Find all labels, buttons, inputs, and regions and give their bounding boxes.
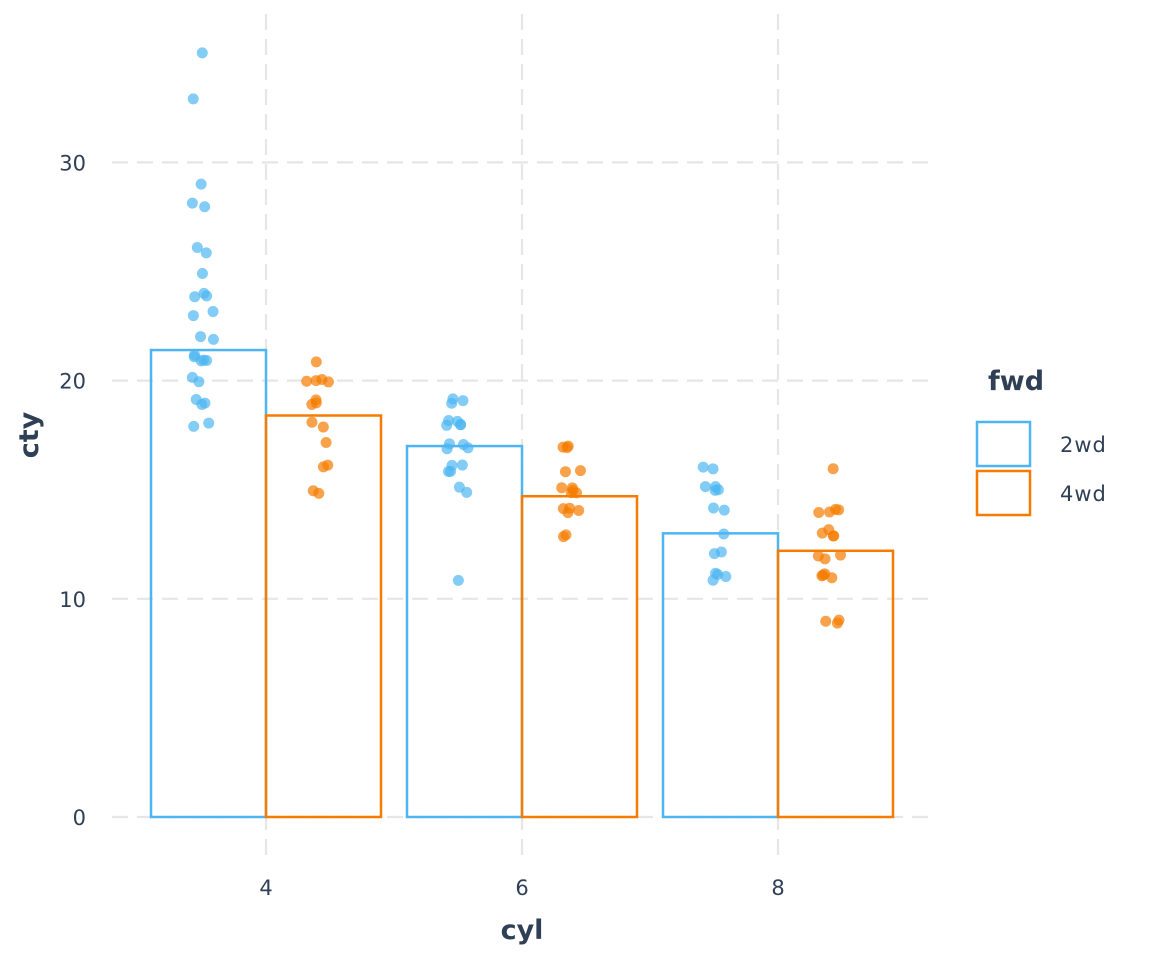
point-4wd-cyl-6-13	[557, 503, 569, 515]
point-2wd-cyl-8-10	[715, 546, 727, 558]
point-4wd-cyl-8-18	[833, 614, 845, 626]
point-2wd-cyl-4-6	[200, 247, 212, 259]
point-4wd-cyl-4-14	[307, 485, 319, 497]
point-4wd-cyl-8-8	[816, 527, 828, 539]
point-2wd-cyl-8-1	[707, 463, 719, 475]
point-2wd-cyl-6-11	[457, 439, 469, 451]
point-2wd-cyl-4-25	[203, 417, 215, 429]
point-4wd-cyl-4-10	[320, 436, 332, 448]
bar-4wd-cyl-6	[520, 494, 639, 819]
x-tick-label-4: 4	[259, 876, 272, 900]
point-4wd-cyl-4-12	[317, 461, 329, 473]
point-4wd-cyl-8-3	[833, 504, 845, 516]
point-4wd-cyl-4-7	[306, 398, 318, 410]
point-4wd-cyl-8-7	[828, 530, 840, 542]
point-4wd-cyl-6-3	[574, 465, 586, 477]
legend-label-4wd: 4wd	[1060, 482, 1107, 506]
y-tick-label-20: 20	[59, 370, 86, 394]
point-2wd-cyl-8-5	[712, 484, 724, 496]
legend-key-2wd	[975, 420, 1032, 468]
point-2wd-cyl-4-1	[187, 93, 199, 105]
point-2wd-cyl-4-21	[186, 371, 198, 383]
point-2wd-cyl-8-13	[707, 574, 719, 586]
legend: fwd 2wd 4wd	[975, 366, 1107, 517]
x-axis-title: cyl	[501, 915, 544, 946]
point-2wd-cyl-4-2	[195, 178, 207, 190]
point-4wd-cyl-4-0	[310, 356, 322, 368]
point-2wd-cyl-4-10	[189, 291, 201, 303]
point-2wd-cyl-4-19	[188, 351, 200, 363]
point-2wd-cyl-6-18	[452, 574, 464, 586]
point-4wd-cyl-6-15	[560, 529, 572, 541]
point-2wd-cyl-6-2	[447, 393, 459, 405]
point-2wd-cyl-4-5	[191, 242, 203, 254]
point-2wd-cyl-6-5	[443, 414, 455, 426]
y-tick-label-10: 10	[59, 588, 86, 612]
legend-label-2wd: 2wd	[1060, 433, 1107, 457]
point-2wd-cyl-4-13	[207, 333, 219, 345]
point-2wd-cyl-8-14	[720, 571, 732, 583]
tick-labels: 0 10 20 30 4 6 8	[59, 151, 784, 900]
point-2wd-cyl-6-1	[457, 395, 469, 407]
bars	[149, 348, 895, 819]
legend-key-4wd	[975, 469, 1032, 517]
point-2wd-cyl-4-9	[198, 287, 210, 299]
point-2wd-cyl-4-0	[196, 47, 208, 59]
y-tick-label-0: 0	[73, 806, 86, 830]
point-4wd-cyl-8-2	[824, 506, 836, 518]
point-4wd-cyl-4-4	[310, 375, 322, 387]
point-2wd-cyl-6-10	[441, 443, 453, 455]
point-2wd-cyl-4-4	[199, 201, 211, 213]
point-2wd-cyl-4-12	[187, 310, 199, 322]
point-4wd-cyl-6-9	[566, 482, 578, 494]
point-4wd-cyl-8-4	[813, 507, 825, 519]
bar-2wd-cyl-6	[405, 444, 524, 819]
jitter-points	[186, 47, 847, 629]
point-2wd-cyl-6-12	[456, 459, 468, 471]
point-2wd-cyl-4-26	[188, 420, 200, 432]
point-2wd-cyl-4-7	[196, 268, 208, 280]
point-2wd-cyl-4-3	[186, 197, 198, 209]
point-4wd-cyl-8-11	[812, 550, 824, 562]
point-2wd-cyl-4-14	[195, 331, 207, 343]
point-2wd-cyl-8-7	[708, 502, 720, 514]
point-4wd-cyl-6-2	[561, 442, 573, 454]
point-2wd-cyl-6-17	[461, 486, 473, 498]
point-2wd-cyl-8-4	[699, 481, 711, 493]
point-4wd-cyl-8-15	[826, 572, 838, 584]
point-4wd-cyl-6-4	[559, 466, 571, 478]
point-2wd-cyl-4-24	[199, 397, 211, 409]
legend-title: fwd	[988, 366, 1044, 397]
point-4wd-cyl-8-0	[827, 463, 839, 475]
point-2wd-cyl-6-7	[455, 418, 467, 430]
point-4wd-cyl-6-11	[573, 504, 585, 516]
bar-4wd-cyl-8	[776, 549, 895, 819]
point-2wd-cyl-8-8	[718, 528, 730, 540]
point-4wd-cyl-8-10	[835, 549, 847, 561]
point-4wd-cyl-4-1	[301, 375, 313, 387]
point-4wd-cyl-4-3	[322, 376, 334, 388]
point-4wd-cyl-4-8	[317, 421, 329, 433]
x-tick-label-6: 6	[515, 876, 528, 900]
y-axis-title: cty	[14, 411, 45, 458]
point-2wd-cyl-8-6	[718, 504, 730, 516]
point-2wd-cyl-4-11	[207, 306, 219, 318]
point-4wd-cyl-6-8	[556, 482, 568, 494]
point-2wd-cyl-8-0	[697, 461, 709, 473]
bar-4wd-cyl-4	[264, 414, 383, 819]
point-2wd-cyl-4-18	[198, 354, 210, 366]
point-4wd-cyl-4-9	[306, 416, 318, 428]
y-tick-label-30: 30	[59, 151, 86, 175]
point-2wd-cyl-6-15	[442, 466, 454, 478]
x-tick-label-8: 8	[771, 876, 784, 900]
point-4wd-cyl-8-17	[820, 615, 832, 627]
